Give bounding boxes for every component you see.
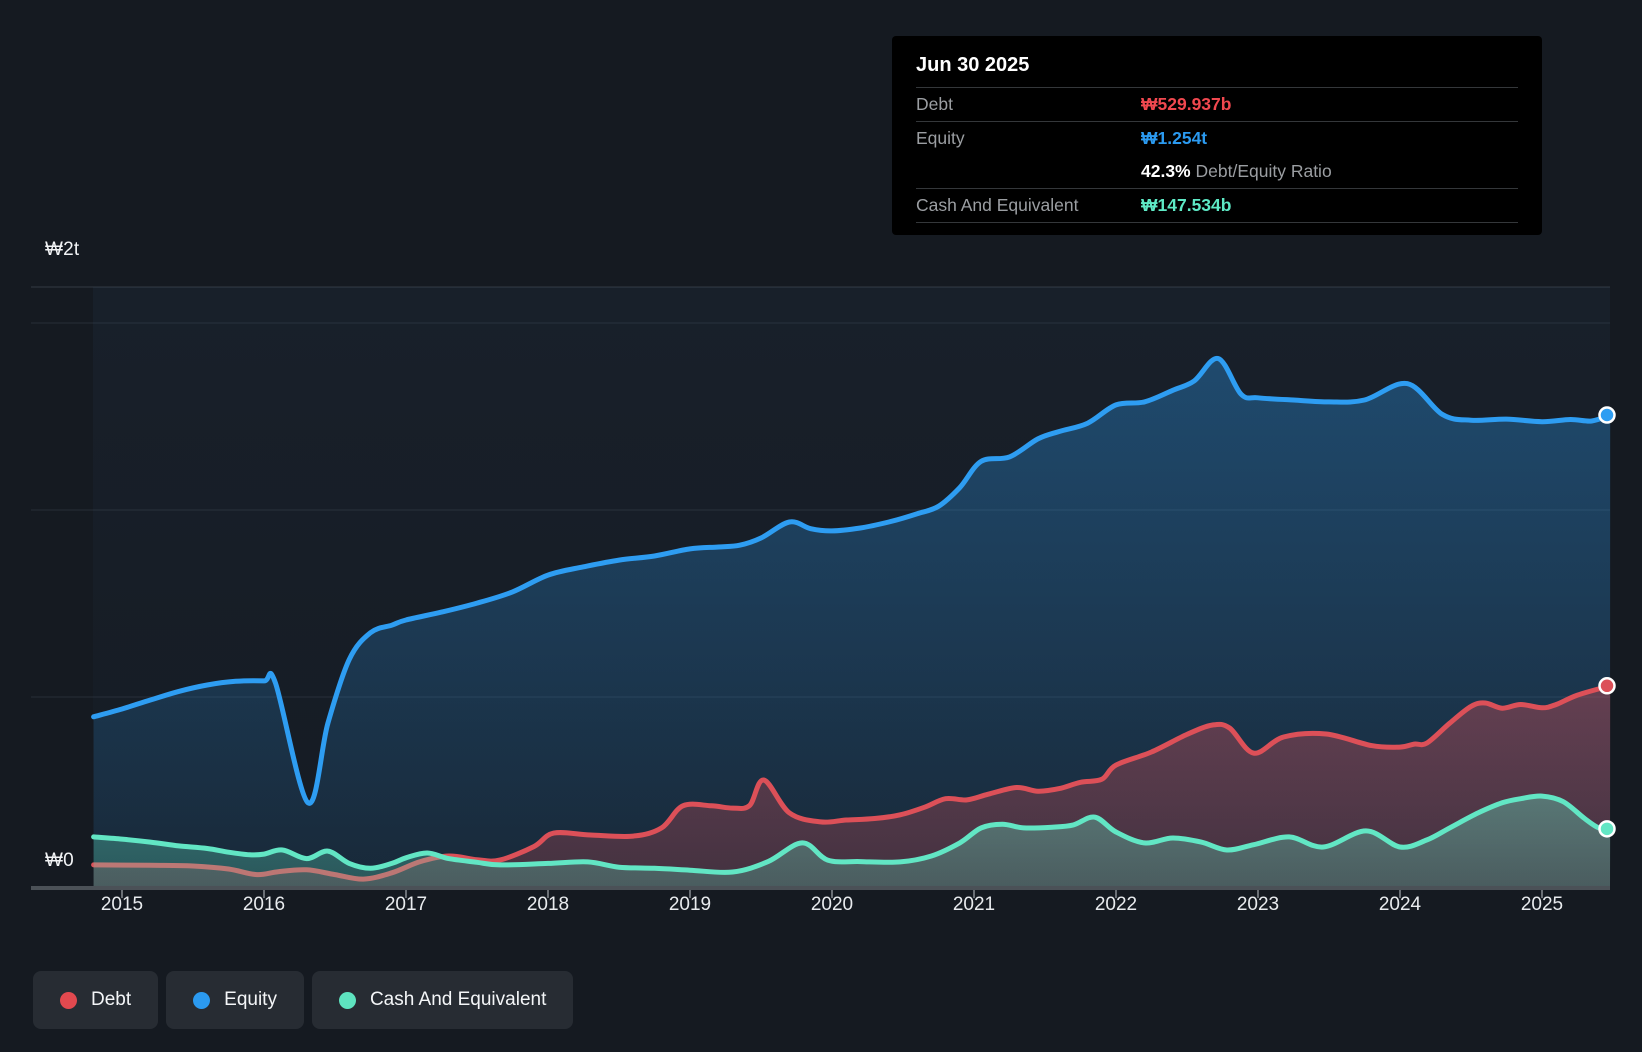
x-axis-bar (31, 886, 1610, 890)
tooltip-ratio-label: Debt/Equity Ratio (1196, 161, 1332, 181)
debt-equity-history-chart: ₩2t ₩0 2015 2016 2017 2018 2019 2020 2021 2022 2… (0, 0, 1642, 1052)
tooltip-equity-label: Equity (916, 128, 1141, 149)
x-axis-label-2024: 2024 (1350, 894, 1450, 916)
equity-series-dot-icon (193, 992, 210, 1009)
x-axis-label-2016: 2016 (214, 894, 314, 916)
cash-and-equivalent-end-marker[interactable] (1600, 821, 1615, 836)
x-axis-label-2019: 2019 (640, 894, 740, 916)
cash-series-dot-icon (339, 992, 356, 1009)
chart-tooltip: Jun 30 2025 Debt ₩529.937b Equity ₩1.254… (892, 36, 1542, 235)
tooltip-row-debt: Debt ₩529.937b (916, 88, 1518, 122)
tooltip-cash-label: Cash And Equivalent (916, 195, 1141, 216)
tooltip-debt-value: ₩529.937b (1141, 94, 1518, 115)
tooltip-cash-value: ₩147.534b (1141, 195, 1518, 216)
legend-item-debt[interactable]: Debt (33, 971, 158, 1029)
legend-debt-label: Debt (91, 989, 131, 1011)
debt-end-marker[interactable] (1600, 678, 1615, 693)
x-axis-label-2018: 2018 (498, 894, 598, 916)
tooltip-date: Jun 30 2025 (916, 46, 1518, 88)
equity-end-marker[interactable] (1600, 408, 1615, 423)
x-axis-label-2023: 2023 (1208, 894, 1308, 916)
x-axis-label-2021: 2021 (924, 894, 1024, 916)
x-axis-label-2017: 2017 (356, 894, 456, 916)
tooltip-ratio-value: 42.3% (1141, 161, 1191, 181)
y-axis-zero-label: ₩0 (45, 850, 74, 872)
x-axis-label-2015: 2015 (72, 894, 172, 916)
x-axis-label-2020: 2020 (782, 894, 882, 916)
legend-item-cash[interactable]: Cash And Equivalent (312, 971, 573, 1029)
x-axis-label-2022: 2022 (1066, 894, 1166, 916)
tooltip-row-cash: Cash And Equivalent ₩147.534b (916, 188, 1518, 223)
tooltip-row-equity: Equity ₩1.254t (916, 122, 1518, 155)
tooltip-equity-value: ₩1.254t (1141, 128, 1518, 149)
chart-legend: Debt Equity Cash And Equivalent (33, 971, 573, 1029)
tooltip-row-ratio: 42.3% Debt/Equity Ratio (916, 155, 1518, 188)
tooltip-debt-label: Debt (916, 94, 1141, 115)
x-axis-label-2025: 2025 (1492, 894, 1592, 916)
legend-equity-label: Equity (224, 989, 277, 1011)
y-axis-max-label: ₩2t (45, 239, 79, 261)
legend-cash-label: Cash And Equivalent (370, 989, 546, 1011)
legend-item-equity[interactable]: Equity (166, 971, 304, 1029)
debt-series-dot-icon (60, 992, 77, 1009)
